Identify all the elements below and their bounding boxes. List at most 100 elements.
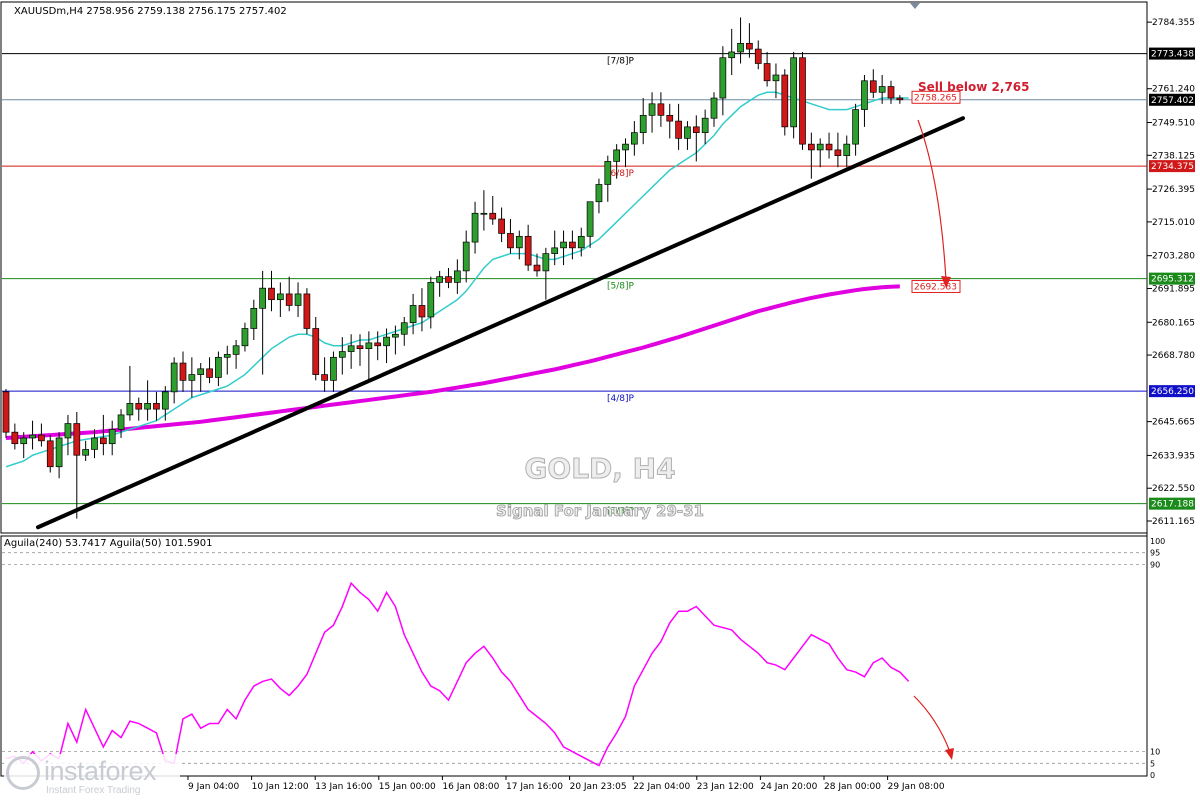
candle-body bbox=[223, 354, 231, 358]
oscillator-line bbox=[5, 581, 910, 767]
watermark-title: GOLD, H4 bbox=[524, 452, 675, 485]
candle-body bbox=[524, 235, 532, 266]
x-tick-label: 15 Jan 00:00 bbox=[379, 782, 436, 792]
candle-body bbox=[852, 109, 859, 145]
level-price-tag-text: 2773.438 bbox=[1151, 50, 1194, 60]
level-price-tag-text: 2695.312 bbox=[1151, 275, 1194, 285]
candle-body bbox=[754, 48, 762, 64]
x-tick-label: 17 Jan 16:00 bbox=[506, 782, 563, 792]
candle-body bbox=[772, 74, 780, 82]
y-tick-label: 2761.240 bbox=[1152, 85, 1195, 95]
candle-body bbox=[454, 270, 461, 283]
candle-body bbox=[489, 212, 497, 220]
level-price-tag-text: 2656.250 bbox=[1151, 387, 1194, 397]
candle-body bbox=[710, 97, 718, 119]
candle-body bbox=[834, 149, 842, 157]
candle-body bbox=[790, 57, 798, 128]
osc-arrow bbox=[913, 695, 951, 753]
candle-body bbox=[321, 374, 328, 381]
candle-body bbox=[126, 403, 134, 416]
level-label: [3/8]P bbox=[607, 507, 635, 517]
candle-body bbox=[144, 403, 151, 410]
candle-body bbox=[807, 143, 815, 151]
candle-body bbox=[445, 276, 452, 283]
logo-tagline: Instant Forex Trading bbox=[46, 785, 141, 796]
current-price-tag-text: 2757.402 bbox=[1151, 96, 1194, 106]
candle-body bbox=[135, 403, 143, 410]
candle-body bbox=[46, 440, 54, 468]
x-tick-label: 28 Jan 00:00 bbox=[824, 782, 881, 792]
candle-body bbox=[188, 374, 196, 381]
x-tick-label: 13 Jan 16:00 bbox=[315, 782, 372, 792]
candle-body bbox=[569, 241, 576, 249]
symbol-header: XAUUSDm,H4 2758.956 2759.138 2756.175 27… bbox=[14, 6, 287, 17]
x-tick-label: 24 Jan 20:00 bbox=[760, 782, 817, 792]
candle-body bbox=[471, 212, 479, 243]
entry-price-tag bbox=[911, 90, 961, 104]
instaforex-logo: instaforex Instant Forex Trading bbox=[4, 754, 180, 798]
candle-body bbox=[268, 287, 275, 301]
y-tick-label: 2622.550 bbox=[1152, 484, 1195, 494]
scroll-marker-icon bbox=[910, 3, 920, 9]
candle-body bbox=[400, 322, 408, 335]
candle-body bbox=[825, 143, 833, 151]
logo-name: instaforex bbox=[44, 756, 157, 786]
candle-body bbox=[259, 287, 266, 309]
indicator-label: Aguila(240) 53.7417 Aguila(50) 101.5901 bbox=[4, 538, 213, 549]
candle-body bbox=[684, 126, 691, 139]
candle-body bbox=[2, 391, 10, 433]
candle-body bbox=[294, 293, 302, 306]
level-label: [6/8]P bbox=[607, 169, 635, 179]
y-tick-label: 2691.895 bbox=[1152, 284, 1195, 294]
candle-body bbox=[507, 233, 514, 249]
target-price-tag-text: 2692.583 bbox=[914, 282, 957, 292]
y-tick-label: 2749.510 bbox=[1152, 119, 1195, 129]
candle-body bbox=[639, 114, 647, 133]
candle-body bbox=[878, 86, 886, 93]
candle-body bbox=[338, 351, 346, 358]
level-price-tag bbox=[1149, 497, 1195, 510]
osc-tick-label: 90 bbox=[1150, 560, 1160, 569]
candle-body bbox=[383, 336, 390, 347]
candle-body bbox=[763, 63, 771, 82]
y-tick-label: 2645.665 bbox=[1152, 418, 1195, 428]
candle-body bbox=[666, 114, 674, 122]
candle-body bbox=[799, 57, 806, 145]
level-price-tag bbox=[1149, 160, 1195, 173]
candle-body bbox=[197, 368, 205, 375]
candle-body bbox=[843, 143, 851, 157]
candle-body bbox=[586, 201, 594, 237]
candle-body bbox=[604, 161, 612, 185]
candle-body bbox=[55, 437, 63, 468]
x-tick-label: 9 Jan 04:00 bbox=[188, 782, 240, 792]
candle-body bbox=[719, 57, 727, 99]
candle-body bbox=[613, 149, 621, 162]
candle-body bbox=[29, 434, 36, 439]
candle-body bbox=[498, 218, 505, 234]
candle-body bbox=[153, 403, 160, 410]
candle-body bbox=[99, 437, 107, 445]
candle-body bbox=[330, 356, 337, 381]
candle-body bbox=[462, 241, 470, 272]
candle-body bbox=[657, 103, 665, 116]
candle-body bbox=[692, 126, 700, 133]
candle-body bbox=[896, 97, 904, 101]
sell-arrow bbox=[917, 119, 947, 281]
candle-body bbox=[869, 80, 877, 93]
candle-body bbox=[215, 356, 222, 378]
level-price-tag bbox=[1149, 385, 1195, 398]
y-tick-label: 2715.010 bbox=[1152, 218, 1195, 228]
candle-body bbox=[117, 414, 125, 430]
osc-arrow-head-icon bbox=[945, 748, 954, 760]
candle-body bbox=[241, 328, 249, 347]
candle-body bbox=[551, 247, 559, 254]
sell-annotation: Sell below 2,765 bbox=[918, 80, 1030, 94]
candle-body bbox=[701, 117, 709, 133]
candle-body bbox=[427, 282, 435, 318]
candle-body bbox=[64, 423, 72, 439]
candle-body bbox=[11, 431, 19, 445]
candle-body bbox=[250, 307, 258, 329]
ma-long-line bbox=[5, 284, 900, 440]
candle-body bbox=[206, 368, 213, 378]
